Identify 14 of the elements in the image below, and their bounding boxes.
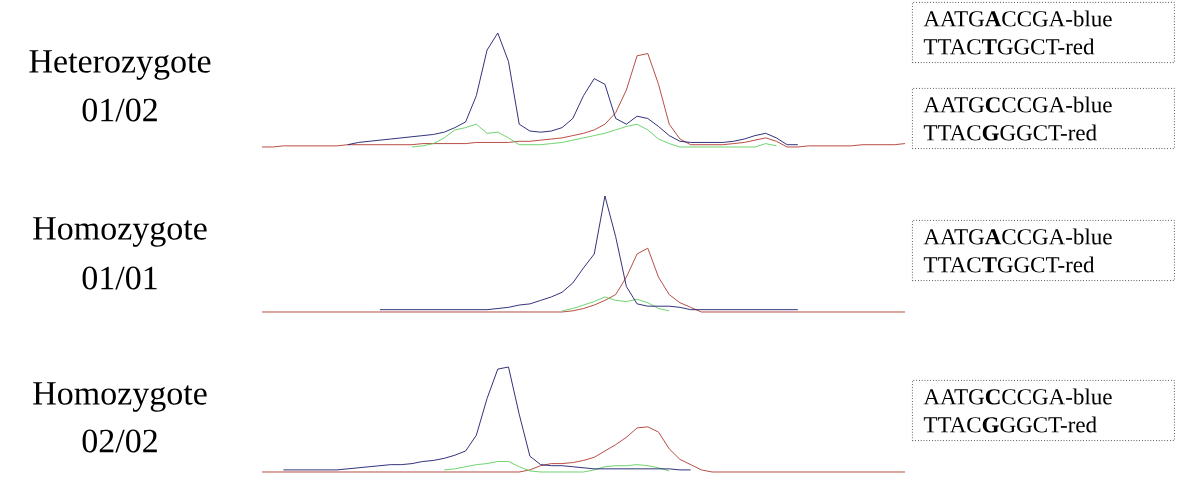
text: 01/02 <box>82 98 157 122</box>
text: TTACTGGCT-red <box>923 256 1095 273</box>
text: TTACGGGCT-red <box>923 416 1097 433</box>
text: 02/02 <box>82 429 157 453</box>
chart-title: Homozygote <box>33 382 207 412</box>
text: AATGCCCGA-blue <box>923 96 1112 113</box>
text: AATGACCGA-blue <box>923 10 1112 27</box>
text: AATGCCCGA-blue <box>923 388 1112 405</box>
text: Homozygote <box>33 217 207 247</box>
text: TTACGGGCT-red <box>923 124 1097 141</box>
text: AATGACCGA-blue <box>923 228 1112 245</box>
chart-title: Heterozygote <box>29 50 211 80</box>
text: TTACTGGCT-red <box>923 38 1095 55</box>
text: 01/01 <box>82 266 157 290</box>
